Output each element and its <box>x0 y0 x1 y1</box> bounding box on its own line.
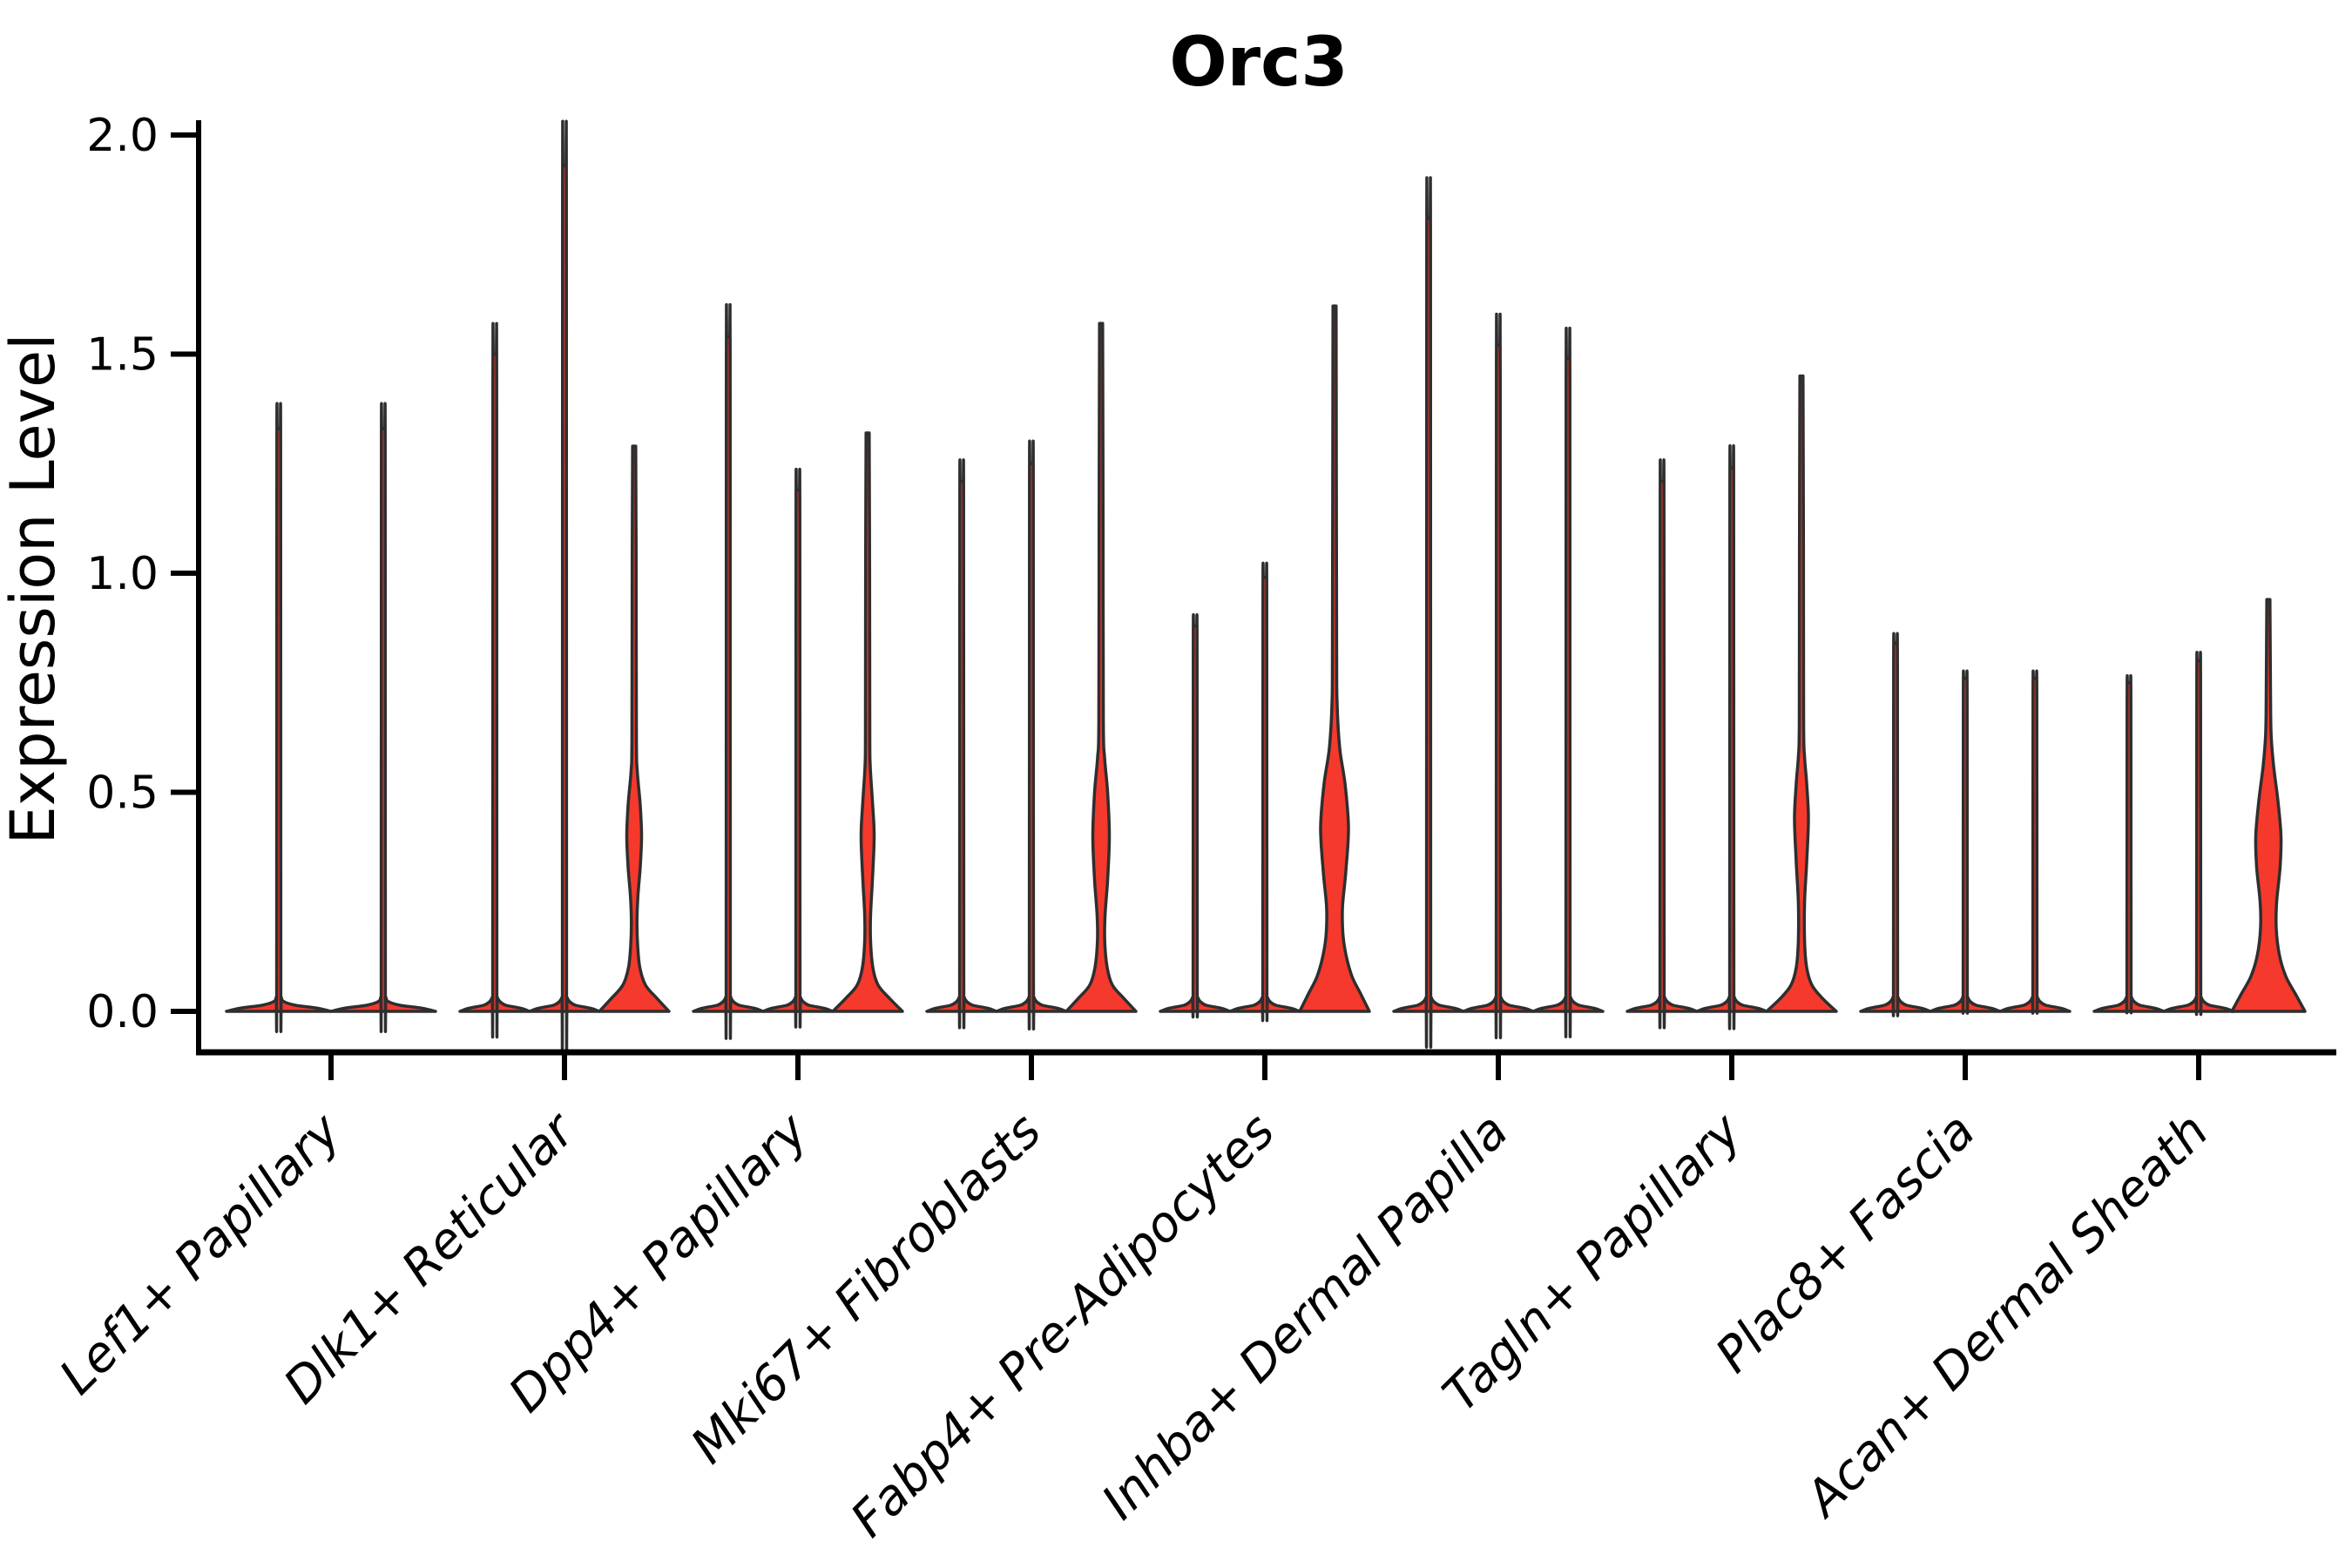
x-tick-label-acan-dermal-sheath: Acan+ Dermal Sheath <box>1794 1103 2220 1529</box>
violin-dlk1-reticular-2 <box>528 119 601 1053</box>
violin-plac8-fascia-1 <box>1859 632 1932 1017</box>
x-tick-label-inhba-dermal-papilla: Inhba+ Dermal Papilla <box>1092 1103 1519 1531</box>
y-axis-label: Expression Level <box>0 333 69 844</box>
violin-plac8-fascia-3 <box>1998 669 2072 1015</box>
violin-lef1-papillary-1 <box>225 402 333 1033</box>
violin-dlk1-reticular-3 <box>598 444 671 1013</box>
violin-tagln-papillary-3 <box>1765 374 1838 1013</box>
violin-acan-dermal-sheath-1 <box>2092 673 2166 1015</box>
violin-mki67-fibroblasts-1 <box>925 458 998 1030</box>
x-tick-label-fabp4-pre-adipocytes: Fabp4+ Pre-Adipocytes <box>841 1103 1286 1548</box>
violin-dpp4-papillary-3 <box>831 431 904 1013</box>
violin-acan-dermal-sheath-3 <box>2230 598 2307 1013</box>
violin-tagln-papillary-1 <box>1625 458 1699 1030</box>
chart-title: Orc3 <box>1169 24 1348 102</box>
y-tick-labels: 0.0 0.5 1.0 1.5 2.0 <box>86 110 159 1038</box>
violin-dpp4-papillary-2 <box>761 468 835 1029</box>
violin-dlk1-reticular-1 <box>458 321 531 1039</box>
violin-inhba-dermal-papilla-2 <box>1462 312 1535 1039</box>
violin-mki67-fibroblasts-3 <box>1064 321 1138 1013</box>
violin-tagln-papillary-2 <box>1695 444 1768 1031</box>
y-tick-label: 2.0 <box>86 110 159 162</box>
y-tick-label: 0.0 <box>86 986 159 1038</box>
violin-dpp4-papillary-1 <box>692 303 765 1040</box>
violin-inhba-dermal-papilla-1 <box>1392 176 1465 1049</box>
y-tick-label: 1.5 <box>86 329 159 382</box>
y-tick-label: 1.0 <box>86 548 159 600</box>
axes-layer <box>171 120 2336 1080</box>
violin-fabp4-pre-adipocytes-3 <box>1298 304 1371 1013</box>
violin-plac8-fascia-2 <box>1929 669 2002 1015</box>
violin-lef1-papillary-2 <box>329 402 437 1033</box>
violin-fabp4-pre-adipocytes-2 <box>1228 561 1301 1023</box>
y-tick-label: 0.5 <box>86 767 159 820</box>
violin-mki67-fibroblasts-2 <box>995 439 1068 1031</box>
violins-layer <box>225 119 2307 1053</box>
violin-acan-dermal-sheath-2 <box>2162 651 2235 1017</box>
violin-inhba-dermal-papilla-3 <box>1531 327 1605 1038</box>
violin-fabp4-pre-adipocytes-1 <box>1159 612 1232 1019</box>
